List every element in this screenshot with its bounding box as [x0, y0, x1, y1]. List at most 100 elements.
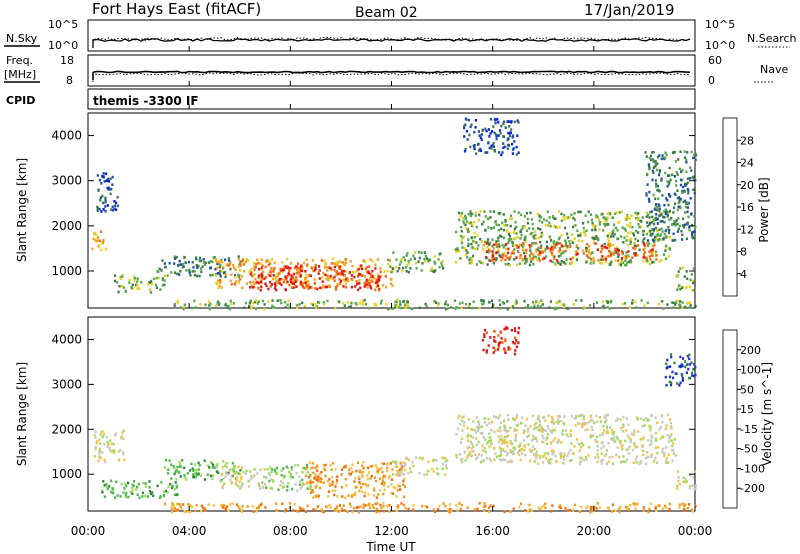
- echo-cell: [544, 247, 547, 251]
- echo-cell: [300, 485, 303, 488]
- echo-cell: [566, 245, 569, 248]
- echo-cell: [264, 482, 267, 486]
- echo-cell: [682, 266, 685, 270]
- echo-cell: [98, 452, 101, 455]
- echo-cell: [136, 493, 139, 496]
- echo-cell: [682, 480, 685, 484]
- echo-cell: [399, 461, 402, 465]
- echo-cell: [313, 282, 316, 285]
- echo-cell: [458, 249, 461, 253]
- echo-cell: [395, 509, 398, 512]
- echo-cell: [688, 363, 692, 366]
- echo-cell: [658, 504, 661, 507]
- echo-cell: [600, 447, 603, 450]
- echo-cell: [601, 432, 604, 435]
- echo-cell: [512, 147, 515, 150]
- echo-cell: [670, 421, 673, 425]
- echo-cell: [634, 211, 637, 215]
- echo-cell: [283, 268, 286, 272]
- echo-cell: [288, 269, 291, 272]
- echo-cell: [605, 431, 608, 434]
- echo-cell: [616, 417, 619, 421]
- echo-cell: [686, 188, 689, 191]
- echo-cell: [183, 473, 186, 477]
- echo-cell: [551, 260, 554, 264]
- echo-cell: [532, 436, 535, 439]
- echo-cell: [563, 422, 566, 426]
- echo-cell: [272, 479, 275, 482]
- echo-cell: [634, 458, 637, 461]
- echo-cell: [581, 423, 584, 426]
- echo-cell: [461, 301, 464, 305]
- echo-cell: [639, 462, 642, 465]
- echo-cell: [260, 266, 263, 270]
- echo-cell: [679, 183, 682, 187]
- echo-cell: [522, 225, 525, 228]
- echo-cell: [104, 198, 107, 202]
- echo-cell: [213, 466, 216, 469]
- echo-cell: [601, 306, 604, 309]
- echo-cell: [120, 284, 123, 288]
- echo-cell: [427, 259, 430, 263]
- echo-cell: [607, 223, 610, 226]
- echo-cell: [334, 285, 338, 289]
- echo-cell: [248, 301, 251, 305]
- echo-cell: [512, 446, 515, 449]
- echo-cell: [299, 280, 302, 284]
- echo-cell: [611, 232, 614, 235]
- echo-cell: [493, 339, 496, 342]
- echo-cell: [557, 438, 560, 442]
- echo-cell: [527, 510, 530, 513]
- echo-cell: [654, 235, 657, 239]
- echo-cell: [331, 257, 334, 261]
- echo-cell: [560, 451, 563, 455]
- echo-cell: [514, 227, 517, 230]
- echo-cell: [442, 267, 445, 270]
- echo-cell: [551, 428, 554, 432]
- echo-cell: [502, 245, 505, 249]
- echo-cell: [237, 255, 240, 258]
- echo-cell: [621, 447, 624, 451]
- echo-cell: [195, 257, 198, 261]
- echo-cell: [647, 163, 650, 166]
- echo-cell: [405, 266, 408, 269]
- echo-cell: [572, 225, 575, 229]
- echo-cell: [643, 244, 646, 247]
- echo-cell: [107, 180, 110, 183]
- echo-cell: [287, 470, 291, 474]
- echo-cell: [681, 189, 684, 193]
- echo-cell: [382, 462, 385, 465]
- echo-cell: [390, 478, 393, 481]
- echo-cell: [303, 286, 306, 290]
- echo-cell: [673, 202, 677, 206]
- echo-cell: [450, 306, 453, 309]
- echo-cell: [633, 251, 636, 255]
- echo-cell: [490, 299, 494, 303]
- echo-cell: [391, 468, 394, 471]
- echo-cell: [455, 306, 458, 309]
- echo-cell: [526, 430, 529, 433]
- echo-cell: [484, 229, 487, 232]
- echo-cell: [118, 458, 121, 461]
- echo-cell: [658, 234, 661, 237]
- echo-cell: [606, 216, 609, 220]
- echo-cell: [618, 507, 621, 511]
- echo-cell: [525, 260, 528, 263]
- echo-cell: [619, 440, 623, 443]
- echo-cell: [433, 260, 436, 264]
- echo-cell: [431, 467, 434, 471]
- echo-cell: [522, 248, 525, 251]
- echo-cell: [503, 442, 506, 445]
- echo-cell: [518, 449, 521, 452]
- echo-cell: [676, 487, 679, 490]
- echo-cell: [684, 205, 687, 209]
- echo-cell: [654, 446, 657, 450]
- echo-cell: [580, 505, 583, 509]
- echo-cell: [577, 210, 580, 214]
- echo-cell: [570, 262, 573, 266]
- echo-cell: [344, 261, 347, 265]
- cpid-text: themis -3300 IF: [93, 94, 199, 108]
- echo-cell: [650, 254, 653, 257]
- echo-cell: [343, 509, 346, 512]
- echo-cell: [688, 503, 691, 506]
